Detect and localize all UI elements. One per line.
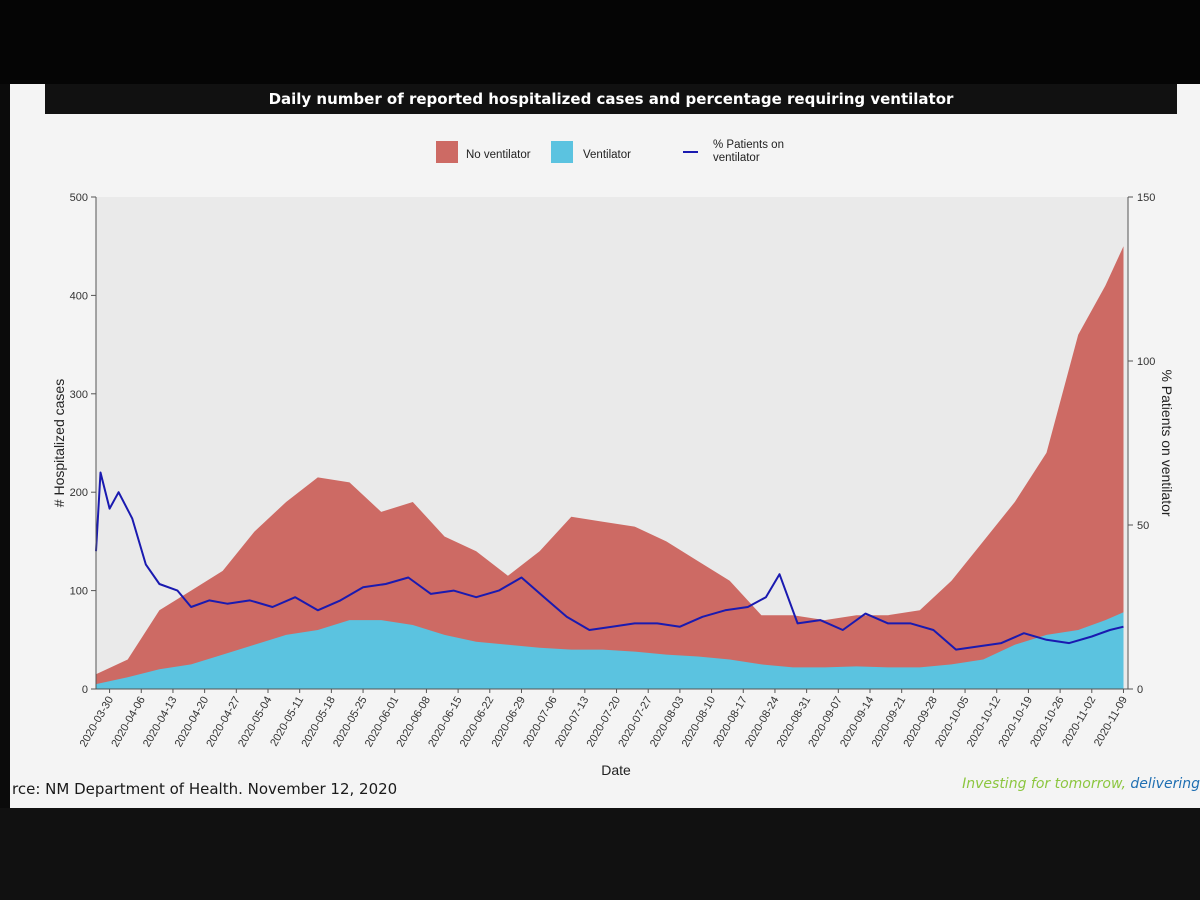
y-axis-label: # Hospitalized cases xyxy=(51,379,67,507)
legend: No ventilator Ventilator % Patients onvent… xyxy=(436,139,784,164)
legend-label-pct: % Patients on xyxy=(713,139,784,151)
tagline: Investing for tomorrow, delivering xyxy=(962,776,1200,792)
legend-label-ventilator: Ventilator xyxy=(583,149,631,161)
y2-axis-label: % Patients on ventilator xyxy=(1159,369,1175,516)
y2-tick-label: 50 xyxy=(1137,520,1149,532)
area-series-1 xyxy=(96,612,1124,689)
y-tick-label: 300 xyxy=(70,389,88,401)
tagline-green: Investing for tomorrow, xyxy=(962,776,1126,792)
y-tick-label: 100 xyxy=(70,586,88,598)
legend-swatch-no-ventilator xyxy=(436,141,458,163)
legend-swatch-ventilator xyxy=(551,141,573,163)
chart-title: Daily number of reported hospitalized ca… xyxy=(45,84,1177,114)
source-note: rce: NM Department of Health. November 1… xyxy=(12,780,398,798)
y-tick-label: 500 xyxy=(70,192,88,204)
monitor-bezel-bottom xyxy=(0,808,1200,900)
y-tick-label: 0 xyxy=(82,684,88,696)
x-axis-label: Date xyxy=(601,762,631,778)
legend-label-pct: ventilator xyxy=(713,152,760,164)
tagline-blue: delivering xyxy=(1125,776,1200,792)
y2-tick-label: 0 xyxy=(1137,684,1143,696)
area-series-0 xyxy=(96,246,1124,689)
y-tick-label: 200 xyxy=(70,487,88,499)
monitor-bezel-top xyxy=(0,0,1200,84)
x-tick-label: 2020-11-09 xyxy=(1092,695,1130,749)
line-series-2 xyxy=(95,471,1124,651)
plot-area xyxy=(95,197,1128,689)
y-tick-label: 400 xyxy=(70,290,88,302)
legend-label-no-ventilator: No ventilator xyxy=(466,149,531,161)
y2-tick-label: 100 xyxy=(1137,356,1155,368)
y2-tick-label: 150 xyxy=(1137,192,1155,204)
